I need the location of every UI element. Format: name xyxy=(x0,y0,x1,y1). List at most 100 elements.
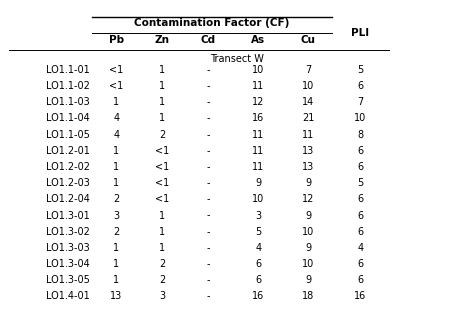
Text: 6: 6 xyxy=(357,146,363,156)
Text: 1: 1 xyxy=(113,162,119,172)
Text: 11: 11 xyxy=(252,81,264,91)
Text: 13: 13 xyxy=(302,162,314,172)
Text: LO1.3-01: LO1.3-01 xyxy=(46,211,90,220)
Text: Cd: Cd xyxy=(201,35,216,45)
Text: 10: 10 xyxy=(302,81,314,91)
Text: 6: 6 xyxy=(357,259,363,269)
Text: -: - xyxy=(207,81,210,91)
Text: LO1.2-02: LO1.2-02 xyxy=(46,162,90,172)
Text: 11: 11 xyxy=(252,146,264,156)
Text: 11: 11 xyxy=(302,130,314,140)
Text: 1: 1 xyxy=(159,211,165,220)
Text: 13: 13 xyxy=(302,146,314,156)
Text: 1: 1 xyxy=(113,178,119,188)
Text: 1: 1 xyxy=(159,227,165,237)
Text: 9: 9 xyxy=(305,243,311,253)
Text: 1: 1 xyxy=(113,146,119,156)
Text: 10: 10 xyxy=(302,259,314,269)
Text: 16: 16 xyxy=(252,291,264,301)
Text: 1: 1 xyxy=(113,97,119,107)
Text: 2: 2 xyxy=(113,227,119,237)
Text: -: - xyxy=(207,97,210,107)
Text: -: - xyxy=(207,114,210,123)
Text: 9: 9 xyxy=(305,178,311,188)
Text: 13: 13 xyxy=(110,291,122,301)
Text: Cu: Cu xyxy=(301,35,316,45)
Text: 6: 6 xyxy=(357,275,363,285)
Text: 3: 3 xyxy=(159,291,165,301)
Text: -: - xyxy=(207,65,210,75)
Text: 11: 11 xyxy=(252,162,264,172)
Text: 1: 1 xyxy=(159,243,165,253)
Text: LO1.1-02: LO1.1-02 xyxy=(46,81,90,91)
Text: <1: <1 xyxy=(155,178,170,188)
Text: 7: 7 xyxy=(305,65,311,75)
Text: 9: 9 xyxy=(255,178,261,188)
Text: 2: 2 xyxy=(159,275,165,285)
Text: 9: 9 xyxy=(305,275,311,285)
Text: <1: <1 xyxy=(155,146,170,156)
Text: 6: 6 xyxy=(357,211,363,220)
Text: 6: 6 xyxy=(255,259,261,269)
Text: 4: 4 xyxy=(113,114,119,123)
Text: 10: 10 xyxy=(252,194,264,204)
Text: 7: 7 xyxy=(357,97,364,107)
Text: 1: 1 xyxy=(159,81,165,91)
Text: -: - xyxy=(207,162,210,172)
Text: As: As xyxy=(251,35,265,45)
Text: 10: 10 xyxy=(354,114,366,123)
Text: Transect W: Transect W xyxy=(210,54,264,64)
Text: 12: 12 xyxy=(252,97,264,107)
Text: LO1.3-02: LO1.3-02 xyxy=(46,227,90,237)
Text: LO1.2-04: LO1.2-04 xyxy=(46,194,90,204)
Text: LO1.4-01: LO1.4-01 xyxy=(46,291,90,301)
Text: 6: 6 xyxy=(357,194,363,204)
Text: 6: 6 xyxy=(255,275,261,285)
Text: -: - xyxy=(207,275,210,285)
Text: 11: 11 xyxy=(252,130,264,140)
Text: LO1.1-05: LO1.1-05 xyxy=(46,130,90,140)
Text: <1: <1 xyxy=(155,194,170,204)
Text: PLI: PLI xyxy=(351,28,369,39)
Text: 1: 1 xyxy=(159,65,165,75)
Text: 6: 6 xyxy=(357,81,363,91)
Text: -: - xyxy=(207,259,210,269)
Text: 12: 12 xyxy=(302,194,314,204)
Text: -: - xyxy=(207,227,210,237)
Text: 2: 2 xyxy=(159,130,165,140)
Text: 1: 1 xyxy=(113,275,119,285)
Text: <1: <1 xyxy=(109,81,123,91)
Text: 21: 21 xyxy=(302,114,314,123)
Text: LO1.1-01: LO1.1-01 xyxy=(46,65,90,75)
Text: 8: 8 xyxy=(357,130,363,140)
Text: 1: 1 xyxy=(159,114,165,123)
Text: 10: 10 xyxy=(252,65,264,75)
Text: LO1.3-05: LO1.3-05 xyxy=(46,275,90,285)
Text: -: - xyxy=(207,243,210,253)
Text: -: - xyxy=(207,194,210,204)
Text: 18: 18 xyxy=(302,291,314,301)
Text: 14: 14 xyxy=(302,97,314,107)
Text: 5: 5 xyxy=(357,178,364,188)
Text: 2: 2 xyxy=(159,259,165,269)
Text: LO1.3-04: LO1.3-04 xyxy=(46,259,90,269)
Text: 4: 4 xyxy=(255,243,261,253)
Text: LO1.2-03: LO1.2-03 xyxy=(46,178,90,188)
Text: LO1.1-04: LO1.1-04 xyxy=(46,114,90,123)
Text: Zn: Zn xyxy=(155,35,170,45)
Text: 9: 9 xyxy=(305,211,311,220)
Text: LO1.1-03: LO1.1-03 xyxy=(46,97,90,107)
Text: 16: 16 xyxy=(252,114,264,123)
Text: 4: 4 xyxy=(357,243,363,253)
Text: -: - xyxy=(207,211,210,220)
Text: 3: 3 xyxy=(113,211,119,220)
Text: 10: 10 xyxy=(302,227,314,237)
Text: 1: 1 xyxy=(113,243,119,253)
Text: 2: 2 xyxy=(113,194,119,204)
Text: 16: 16 xyxy=(354,291,366,301)
Text: <1: <1 xyxy=(109,65,123,75)
Text: -: - xyxy=(207,130,210,140)
Text: 5: 5 xyxy=(357,65,364,75)
Text: 5: 5 xyxy=(255,227,262,237)
Text: 1: 1 xyxy=(113,259,119,269)
